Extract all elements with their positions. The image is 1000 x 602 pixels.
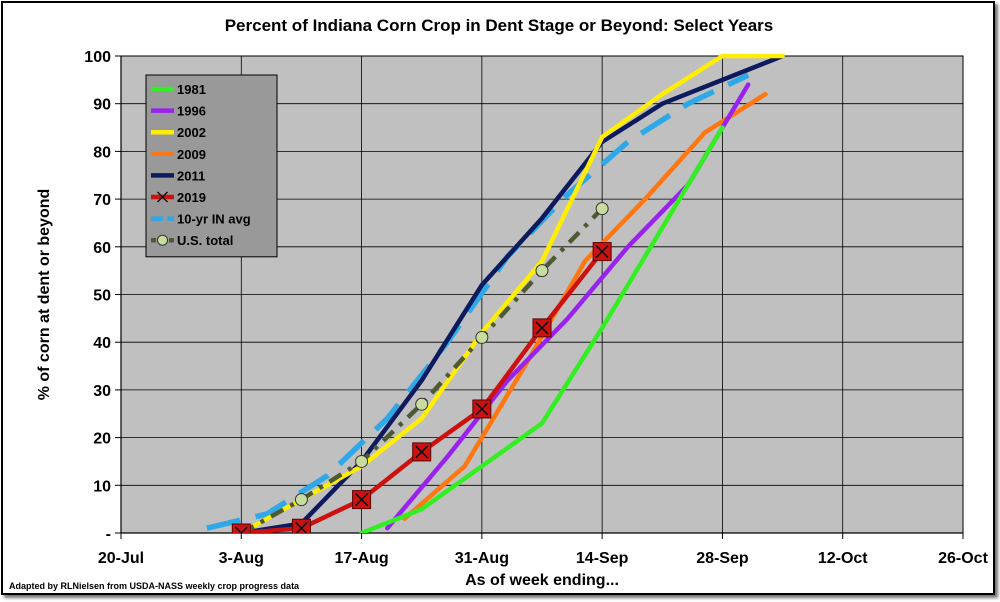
marker-u-s-total xyxy=(355,454,369,468)
source-footnote: Adapted by RLNielsen from USDA-NASS week… xyxy=(9,581,300,591)
legend-item-u-s-total: U.S. total xyxy=(151,233,233,248)
marker-x xyxy=(595,245,609,259)
marker-2019 xyxy=(352,490,372,510)
marker-2019 xyxy=(291,518,311,533)
legend-label-2002: 2002 xyxy=(177,125,206,140)
axes: - 10 20 30 40 50 60 70 80 90 100 20-Jul 3-Aug 17-Aug 3… xyxy=(84,49,988,567)
series-line-2011 xyxy=(239,54,785,533)
y-axis-label: % of corn at dent or beyond xyxy=(36,189,53,401)
y-tick-label: 100 xyxy=(84,49,111,66)
marker-square xyxy=(231,523,251,533)
legend-item-2011: 2011 xyxy=(151,168,205,183)
legend-label-10-yr-in-avg: 10-yr IN avg xyxy=(177,212,251,227)
marker-x xyxy=(355,493,369,507)
x-axis-label: As of week ending... xyxy=(465,572,619,589)
legend-marker-x xyxy=(157,191,168,203)
x-tick-label: 17-Aug xyxy=(334,550,388,567)
x-tick-label: 14-Sep xyxy=(576,550,629,567)
legend-box xyxy=(145,74,278,258)
chart-title: Percent of Indiana Corn Crop in Dent Sta… xyxy=(225,16,774,35)
series-layer xyxy=(206,54,785,533)
marker-x xyxy=(234,526,248,533)
dent-stage-line-chart: Percent of Indiana Corn Crop in Dent Sta… xyxy=(9,16,989,591)
y-tick-label: - xyxy=(106,526,111,543)
legend-item-10-yr-in-avg: 10-yr IN avg xyxy=(151,212,251,227)
y-tick-label: 90 xyxy=(93,97,111,114)
legend-marker-circle xyxy=(157,234,168,246)
x-tick-label: 12-Oct xyxy=(818,550,868,567)
series-line-1981 xyxy=(359,125,725,533)
legend-label-2019: 2019 xyxy=(177,190,206,205)
marker-2019 xyxy=(472,399,492,419)
legend-item-2002: 2002 xyxy=(151,125,206,140)
series-u-s-total xyxy=(234,202,609,533)
y-tick-label: 60 xyxy=(93,240,111,257)
marker-u-s-total xyxy=(535,264,549,278)
marker-x xyxy=(294,521,308,533)
y-tick-label: 40 xyxy=(93,335,111,352)
marker-2019 xyxy=(231,523,251,533)
legend-label-1981: 1981 xyxy=(177,82,206,97)
series-line-2009 xyxy=(402,91,768,521)
x-tick-label: 28-Sep xyxy=(696,550,749,567)
series-2009 xyxy=(402,91,768,521)
series-line-10-yr-in-avg xyxy=(206,72,750,531)
legend-item-1996: 1996 xyxy=(151,104,206,119)
legend: 1981 1996 2002 2009 2011 2019 10-yr IN avg U.S.… xyxy=(145,74,278,258)
x-tick-label: 31-Aug xyxy=(455,550,509,567)
marker-2019 xyxy=(592,242,612,262)
x-tick-label: 3-Aug xyxy=(219,550,264,567)
marker-2019 xyxy=(412,442,432,462)
legend-label-u-s-total: U.S. total xyxy=(177,233,233,248)
marker-u-s-total xyxy=(595,202,609,216)
series-2019 xyxy=(231,242,612,533)
marker-u-s-total xyxy=(475,330,489,344)
marker-x xyxy=(535,321,549,335)
series-1981 xyxy=(359,125,725,533)
y-tick-label: 10 xyxy=(93,478,111,495)
series-10-yr-in-avg xyxy=(206,72,750,531)
legend-label-1996: 1996 xyxy=(177,104,206,119)
marker-x xyxy=(415,445,429,459)
x-tick-label: 26-Oct xyxy=(938,550,988,567)
x-tick-label: 20-Jul xyxy=(98,550,144,567)
y-tick-label: 70 xyxy=(93,192,111,209)
marker-x xyxy=(475,402,489,416)
series-2011 xyxy=(239,54,785,533)
y-tick-label: 80 xyxy=(93,144,111,161)
marker-u-s-total xyxy=(415,397,429,411)
y-tick-label: 20 xyxy=(93,431,111,448)
legend-item-1981: 1981 xyxy=(151,82,206,97)
legend-item-2019: 2019 xyxy=(151,190,206,205)
y-tick-label: 30 xyxy=(93,383,111,400)
legend-label-2011: 2011 xyxy=(177,168,205,183)
y-tick-label: 50 xyxy=(93,288,111,305)
legend-label-2009: 2009 xyxy=(177,147,206,162)
marker-u-s-total xyxy=(294,493,308,507)
marker-2019 xyxy=(532,318,552,338)
legend-item-2009: 2009 xyxy=(151,147,206,162)
